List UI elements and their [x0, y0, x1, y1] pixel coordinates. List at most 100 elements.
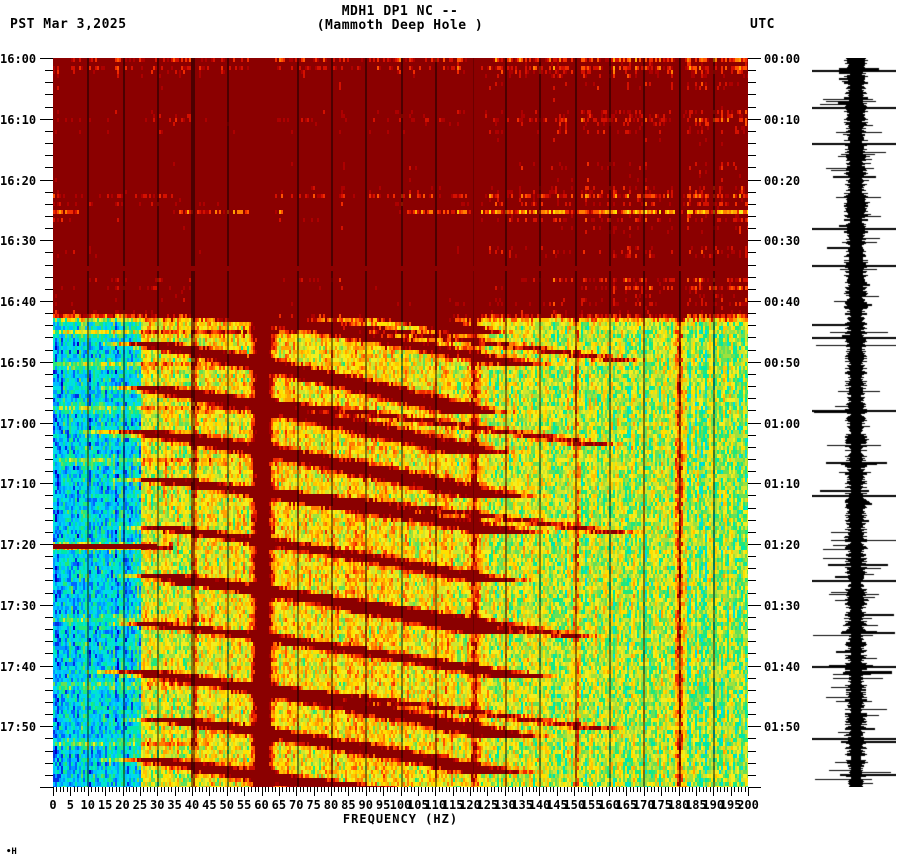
- frequency-axis-minor-tick: [706, 787, 707, 792]
- frequency-axis-tick-label: 0: [49, 798, 57, 812]
- right-axis-major-tick: [748, 301, 761, 302]
- frequency-axis-minor-tick: [286, 787, 287, 792]
- right-axis-tick-label: 00:20: [764, 174, 801, 188]
- frequency-axis-minor-tick: [390, 787, 391, 792]
- frequency-axis-minor-tick: [484, 787, 485, 792]
- frequency-axis-minor-tick: [699, 787, 700, 792]
- station-title: MDH1 DP1 NC --: [0, 4, 902, 19]
- frequency-axis-major-tick: [626, 787, 627, 796]
- frequency-axis-minor-tick: [178, 787, 179, 792]
- frequency-axis-minor-tick: [724, 787, 725, 792]
- right-axis-minor-tick: [748, 678, 756, 679]
- frequency-axis-minor-tick: [421, 787, 422, 792]
- frequency-axis-minor-tick: [265, 787, 266, 792]
- frequency-axis-minor-tick: [599, 787, 600, 792]
- left-axis-tick-label: 16:40: [0, 295, 37, 309]
- frequency-axis-minor-tick: [355, 787, 356, 792]
- frequency-axis-major-tick: [731, 787, 732, 796]
- frequency-axis-tick-label: 35: [167, 798, 182, 812]
- left-axis-major-tick: [40, 605, 53, 606]
- frequency-axis-tick-label: 145: [546, 798, 568, 812]
- corner-artifact-mark: •Η: [6, 847, 17, 857]
- left-axis-minor-tick: [45, 775, 53, 776]
- right-axis-major-tick: [748, 362, 761, 363]
- station-description-text: (Mammoth Deep Hole ): [316, 18, 484, 33]
- frequency-axis-major-tick: [157, 787, 158, 796]
- left-axis-tick-label: 17:10: [0, 477, 37, 491]
- right-axis-tick-label: 01:10: [764, 477, 801, 491]
- left-axis-minor-tick: [45, 690, 53, 691]
- right-axis-minor-tick: [748, 593, 756, 594]
- frequency-axis-minor-tick: [397, 787, 398, 792]
- right-axis-minor-tick: [748, 252, 756, 253]
- frequency-axis-minor-tick: [119, 787, 120, 792]
- left-axis-minor-tick: [45, 265, 53, 266]
- frequency-axis-minor-tick: [526, 787, 527, 792]
- right-axis-minor-tick: [748, 167, 756, 168]
- frequency-axis-minor-tick: [745, 787, 746, 792]
- frequency-axis-minor-tick: [63, 787, 64, 792]
- left-axis-minor-tick: [45, 216, 53, 217]
- right-axis-major-tick: [748, 58, 761, 59]
- left-axis-minor-tick: [45, 568, 53, 569]
- left-axis-minor-tick: [45, 678, 53, 679]
- right-axis-tick-label: 01:40: [764, 660, 801, 674]
- frequency-axis-tick-label: 60: [254, 798, 269, 812]
- frequency-axis-minor-tick: [529, 787, 530, 792]
- frequency-axis-minor-tick: [647, 787, 648, 792]
- left-axis-minor-tick: [45, 653, 53, 654]
- left-axis-minor-tick: [45, 495, 53, 496]
- frequency-axis-minor-tick: [136, 787, 137, 792]
- frequency-axis-tick-label: 95: [375, 798, 391, 812]
- frequency-axis-minor-tick: [442, 787, 443, 792]
- left-axis-minor-tick: [45, 167, 53, 168]
- frequency-axis-minor-tick: [307, 787, 308, 792]
- left-axis-minor-tick: [45, 107, 53, 108]
- frequency-axis-minor-tick: [251, 787, 252, 792]
- seismogram-trace-panel: [812, 58, 896, 787]
- frequency-axis-major-tick: [244, 787, 245, 796]
- frequency-axis-minor-tick: [727, 787, 728, 792]
- frequency-axis-major-tick: [539, 787, 540, 796]
- frequency-axis-minor-tick: [630, 787, 631, 792]
- frequency-axis-minor-tick: [411, 787, 412, 792]
- frequency-axis-minor-tick: [77, 787, 78, 792]
- left-axis-minor-tick: [45, 532, 53, 533]
- right-axis-tick-label: 00:50: [764, 356, 801, 370]
- frequency-axis-tick-label: 20: [115, 798, 130, 812]
- frequency-axis-tick-label: 125: [476, 798, 499, 812]
- frequency-axis-major-tick: [644, 787, 645, 796]
- left-axis-tick-label: 17:50: [0, 720, 37, 734]
- frequency-axis-minor-tick: [550, 787, 551, 792]
- left-axis-minor-tick: [45, 617, 53, 618]
- frequency-axis-minor-tick: [67, 787, 68, 792]
- frequency-axis-minor-tick: [616, 787, 617, 792]
- right-axis-minor-tick: [748, 775, 756, 776]
- frequency-axis-major-tick: [574, 787, 575, 796]
- right-axis-major-tick: [748, 726, 761, 727]
- frequency-axis-major-tick: [453, 787, 454, 796]
- spectrogram-canvas[interactable]: [53, 58, 748, 787]
- frequency-axis-minor-tick: [223, 787, 224, 792]
- frequency-axis-minor-tick: [95, 787, 96, 792]
- left-axis-minor-tick: [45, 738, 53, 739]
- frequency-axis-major-tick: [88, 787, 89, 796]
- frequency-axis-tick-label: 65: [271, 798, 287, 812]
- left-axis-major-tick: [40, 726, 53, 727]
- frequency-axis-tick-label: 140: [528, 798, 551, 812]
- frequency-axis-minor-tick: [182, 787, 183, 792]
- frequency-axis-minor-tick: [546, 787, 547, 792]
- seismogram-trace-canvas: [812, 58, 896, 787]
- frequency-axis-minor-tick: [536, 787, 537, 792]
- spectrogram-plot[interactable]: [53, 58, 748, 787]
- right-axis-minor-tick: [748, 471, 756, 472]
- frequency-axis-tick-label: 155: [580, 798, 603, 812]
- left-axis-major-tick: [40, 180, 53, 181]
- frequency-axis-major-tick: [279, 787, 280, 796]
- left-axis-minor-tick: [45, 289, 53, 290]
- frequency-axis-minor-tick: [494, 787, 495, 792]
- frequency-axis-major-tick: [748, 787, 749, 796]
- frequency-axis-major-tick: [470, 787, 471, 796]
- right-axis-major-tick: [748, 180, 761, 181]
- right-axis-minor-tick: [748, 107, 756, 108]
